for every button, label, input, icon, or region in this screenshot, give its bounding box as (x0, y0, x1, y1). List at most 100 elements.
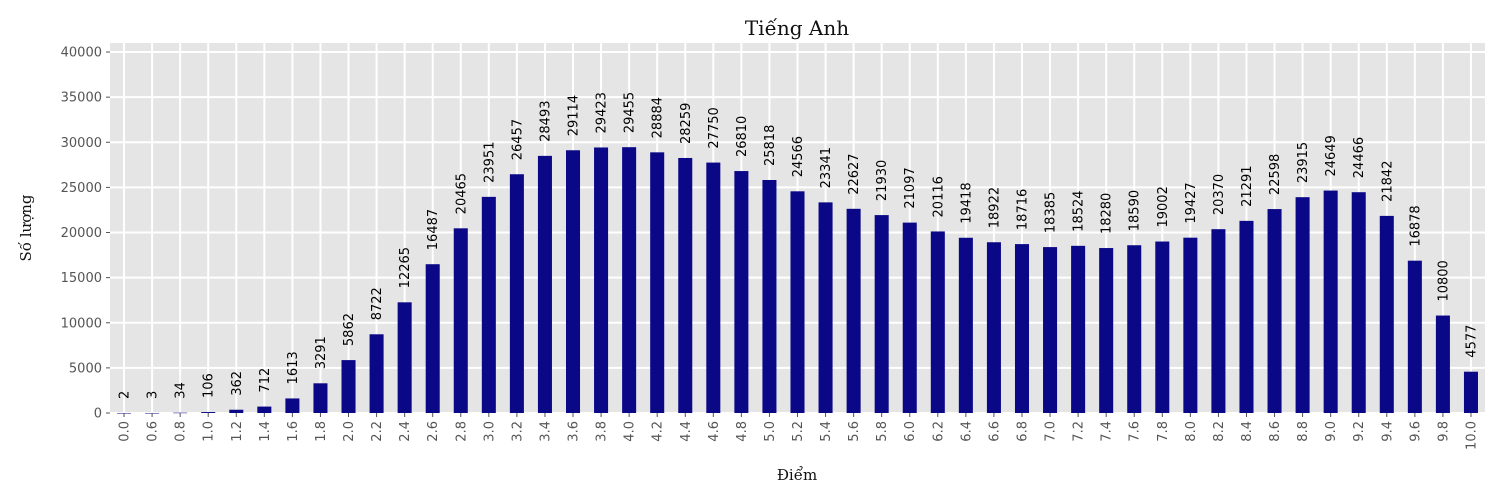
bar (846, 208, 861, 413)
x-tick-label: 8.0 (1184, 421, 1199, 442)
bar (986, 242, 1001, 413)
x-tick-label: 6.6 (987, 421, 1002, 442)
x-tick-label: 5.4 (819, 421, 834, 442)
y-tick-label: 25000 (61, 181, 102, 196)
bar (902, 222, 917, 413)
bar (1014, 244, 1030, 413)
bar (650, 152, 665, 413)
x-tick-label: 9.0 (1324, 421, 1339, 442)
x-tick-label: 3.6 (567, 421, 582, 442)
x-tick-label: 3.4 (538, 421, 553, 442)
bar (369, 334, 384, 413)
bar-value-label: 24466 (1352, 137, 1367, 178)
bar-value-label: 21097 (903, 167, 918, 208)
y-tick-label: 10000 (61, 316, 102, 331)
x-tick-label: 2.4 (398, 421, 413, 442)
x-tick-label: 9.6 (1408, 421, 1423, 442)
x-tick-label: 2.6 (426, 421, 441, 442)
x-tick-label: 9.2 (1352, 421, 1367, 442)
bar (173, 412, 188, 414)
bar-value-label: 21930 (875, 160, 890, 201)
bar-value-label: 26810 (735, 116, 750, 157)
bar (229, 409, 244, 413)
bar-value-label: 29114 (567, 95, 582, 136)
bar-value-label: 25818 (763, 125, 778, 166)
bar (509, 174, 524, 413)
bar-value-label: 28884 (651, 97, 666, 138)
y-axis-ticks: 0 5000 10000 15000 20000 25000 30000 35000 40000 (61, 46, 110, 422)
bar (1239, 220, 1254, 413)
bar (257, 406, 272, 413)
x-tick-label: 7.8 (1156, 421, 1171, 442)
bar (1127, 245, 1142, 413)
bar (425, 264, 440, 413)
x-tick-label: 5.8 (875, 421, 890, 442)
bar (1463, 371, 1478, 413)
bar (818, 202, 833, 413)
bar (594, 147, 609, 413)
bar-value-label: 19002 (1156, 186, 1171, 227)
bar (762, 180, 777, 413)
bar (537, 155, 552, 413)
bar-value-label: 3291 (314, 336, 329, 369)
bar (313, 383, 328, 413)
y-tick-label: 35000 (61, 91, 102, 106)
bar (397, 302, 412, 413)
bar (1071, 245, 1086, 413)
x-tick-label: 4.2 (651, 421, 666, 442)
x-tick-label: 1.4 (258, 421, 273, 442)
bar (1099, 248, 1114, 413)
x-tick-label: 9.4 (1380, 421, 1395, 442)
bar-value-label: 21291 (1240, 166, 1255, 207)
bar (565, 150, 581, 413)
bar-value-label: 4577 (1464, 325, 1479, 358)
x-axis-ticks: 0.0 0.6 0.8 1.0 1.2 1.4 1.6 1.8 2.0 2.2 2.4 2.6 2.8 3… (118, 413, 1479, 450)
bar (622, 147, 637, 413)
x-tick-label: 0.6 (146, 421, 161, 442)
x-tick-label: 4.8 (735, 421, 750, 442)
bar-value-label: 10800 (1436, 260, 1451, 301)
y-tick-label: 40000 (61, 46, 102, 61)
bar-value-label: 28493 (538, 101, 553, 142)
x-tick-label: 2.0 (342, 421, 357, 442)
bar-value-label: 19418 (959, 182, 974, 223)
x-tick-label: 9.8 (1436, 421, 1451, 442)
bar-value-label: 18280 (1100, 193, 1115, 234)
x-tick-label: 7.6 (1128, 421, 1143, 442)
x-tick-label: 6.8 (1015, 421, 1030, 442)
y-tick-label: 5000 (69, 361, 102, 376)
y-tick-label: 20000 (61, 226, 102, 241)
x-tick-label: 4.6 (707, 421, 722, 442)
bar (285, 398, 300, 413)
x-tick-label: 7.0 (1044, 421, 1059, 442)
x-tick-label: 2.2 (370, 421, 385, 442)
y-axis-label: Số lượng (17, 194, 35, 261)
bar-value-label: 5862 (342, 313, 357, 346)
x-tick-label: 1.2 (230, 421, 245, 442)
x-tick-label: 6.2 (931, 421, 946, 442)
bar-value-label: 29423 (595, 92, 610, 133)
x-tick-label: 5.0 (763, 421, 778, 442)
bar-value-label: 1613 (286, 351, 301, 384)
bar-value-label: 19427 (1184, 182, 1199, 223)
x-tick-label: 6.4 (959, 421, 974, 442)
bar-value-label: 26457 (510, 119, 525, 160)
bar-value-label: 21842 (1380, 161, 1395, 202)
bar-value-label: 23915 (1296, 142, 1311, 183)
bar-value-label: 24649 (1324, 135, 1339, 176)
x-axis-label: Điểm (777, 466, 817, 484)
x-tick-label: 10.0 (1464, 421, 1479, 450)
x-tick-label: 0.0 (118, 421, 133, 442)
bar-value-label: 23951 (482, 141, 497, 182)
bar-value-label: 12265 (398, 247, 413, 288)
bar (1155, 241, 1170, 413)
bar (1267, 209, 1282, 413)
x-tick-label: 8.6 (1268, 421, 1283, 442)
x-tick-label: 0.8 (174, 421, 189, 442)
bar (1435, 315, 1450, 413)
bar (1379, 215, 1394, 413)
bar-value-label: 712 (258, 368, 273, 393)
bar-value-label: 18385 (1044, 192, 1059, 233)
y-tick-label: 0 (94, 407, 102, 422)
